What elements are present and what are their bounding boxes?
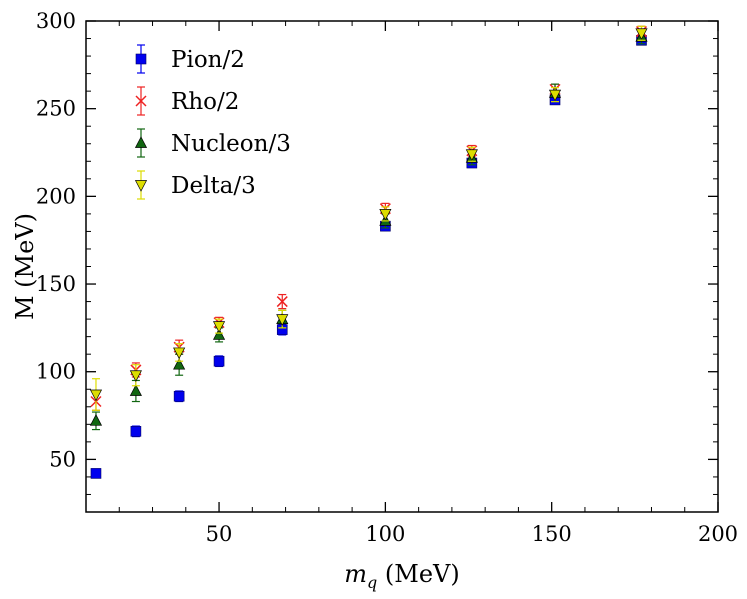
legend: Pion/2 Rho/2 Nucleon/3 Delta/3: [134, 44, 291, 200]
legend-entry: Nucleon/3: [134, 128, 291, 158]
data-point: [212, 318, 226, 334]
data-point: [89, 411, 103, 431]
square-marker: [213, 355, 225, 367]
legend-label: Pion/2: [171, 47, 245, 73]
triangle-down-marker: [465, 149, 478, 162]
y-tick-label: 250: [36, 97, 76, 121]
triangle-down-marker: [129, 370, 142, 382]
x-axis-label: mq (MeV): [344, 560, 459, 592]
x-axis-label-unit: (MeV): [377, 560, 459, 588]
x-tick-label: 100: [365, 522, 405, 546]
x-axis-label-subscript: q: [367, 573, 377, 592]
data-point: [89, 378, 103, 411]
data-point: [173, 343, 186, 362]
triangle-down-marker: [173, 347, 186, 360]
data-point: [90, 468, 102, 479]
triangle-up-marker: [129, 384, 142, 396]
data-point: [213, 355, 225, 368]
data-point: [276, 309, 289, 329]
x-tick-label: 200: [698, 522, 738, 546]
legend-square-marker: [135, 53, 147, 65]
y-tick-label: 300: [36, 9, 76, 33]
y-tick-label: 50: [49, 447, 76, 471]
y-tick-label: 150: [36, 272, 76, 296]
data-point: [130, 425, 142, 438]
data-point: [548, 87, 562, 103]
legend-entry: Rho/2: [135, 86, 239, 116]
legend-label: Nucleon/3: [171, 131, 291, 157]
data-point: [635, 25, 648, 41]
triangle-up-marker: [212, 328, 226, 340]
data-point: [379, 206, 392, 222]
series-rho-2: [90, 25, 648, 411]
data-point: [276, 293, 288, 310]
triangle-down-marker: [635, 28, 648, 41]
y-tick-label: 200: [36, 184, 76, 208]
x-marker-stroke: [135, 95, 147, 107]
legend-label: Rho/2: [171, 89, 239, 115]
data-point: [129, 364, 142, 387]
y-axis-label: M (MeV): [11, 213, 39, 320]
legend-x-marker: [135, 95, 147, 107]
square-marker: [90, 468, 102, 479]
legend-triangle-down-marker: [134, 180, 148, 192]
x-marker-stroke: [276, 296, 288, 308]
data-point: [173, 390, 185, 403]
legend-label: Delta/3: [171, 173, 256, 199]
x-tick-label: 150: [532, 522, 572, 546]
series-delta-3: [89, 25, 648, 411]
triangle-down-marker: [548, 89, 562, 102]
triangle-down-marker: [212, 321, 226, 333]
x-tick-label: 50: [206, 522, 233, 546]
data-point: [465, 146, 478, 162]
legend-entry: Delta/3: [134, 170, 256, 200]
y-tick-label: 100: [36, 360, 76, 384]
square-marker: [173, 390, 185, 402]
plot-frame: [85, 20, 719, 513]
square-marker: [130, 426, 142, 437]
triangle-down-marker: [89, 389, 103, 402]
triangle-down-marker: [379, 209, 392, 221]
x-axis-label-symbol: m: [344, 560, 367, 588]
legend-entry: Pion/2: [135, 44, 245, 74]
triangle-up-marker: [173, 357, 186, 370]
legend-triangle-up-marker: [134, 136, 148, 148]
x-marker: [276, 296, 288, 308]
triangle-up-marker: [89, 414, 103, 426]
triangle-down-marker: [276, 314, 289, 326]
data-layer: [89, 25, 648, 479]
